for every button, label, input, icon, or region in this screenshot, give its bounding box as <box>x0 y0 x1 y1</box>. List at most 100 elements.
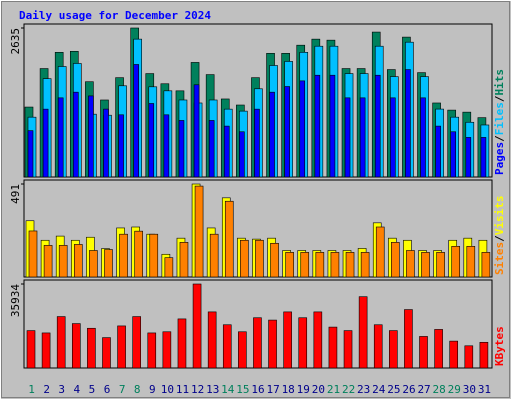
bar <box>420 97 426 178</box>
bar <box>209 233 219 278</box>
x-tick-label: 18 <box>282 383 295 396</box>
x-tick-label: 20 <box>312 383 325 396</box>
bar <box>163 114 170 178</box>
bar <box>270 242 279 278</box>
bar <box>43 245 53 278</box>
x-tick-label: 21 <box>327 383 340 396</box>
legend-entry: Visits <box>493 196 506 236</box>
x-tick-label: 23 <box>357 383 370 396</box>
bar <box>284 86 290 178</box>
bar <box>133 64 139 178</box>
x-tick-label: 14 <box>221 383 235 396</box>
x-tick-label: 31 <box>478 383 491 396</box>
legend-entry: Sites <box>493 242 506 275</box>
bar <box>192 283 202 369</box>
bar <box>269 91 275 178</box>
bar <box>358 296 368 369</box>
bar <box>41 332 51 369</box>
bar <box>104 249 113 278</box>
bar <box>134 230 143 278</box>
bar <box>255 239 264 278</box>
x-tick-label: 16 <box>251 383 264 396</box>
x-tick-label: 2 <box>43 383 50 396</box>
x-tick-label: 28 <box>433 383 446 396</box>
legend-separator: / <box>493 235 506 242</box>
bar <box>119 233 128 278</box>
x-tick-label: 11 <box>176 383 189 396</box>
bar <box>71 323 81 369</box>
y-tick-label: 35934 <box>9 284 22 317</box>
bar <box>27 130 34 178</box>
x-tick-label: 10 <box>161 383 174 396</box>
bar <box>466 246 476 278</box>
bar <box>390 97 396 178</box>
x-tick-label: 27 <box>417 383 430 396</box>
bar <box>391 242 400 278</box>
bar <box>207 311 217 369</box>
x-tick-label: 17 <box>266 383 279 396</box>
bar <box>132 316 141 369</box>
bar <box>330 252 340 278</box>
bar <box>224 200 234 278</box>
x-tick-label: 12 <box>191 383 204 396</box>
bar <box>435 125 441 178</box>
bar <box>222 324 232 369</box>
bar <box>194 185 204 278</box>
legend: KBytes <box>493 326 506 366</box>
bar <box>179 242 189 278</box>
legend-separator: / <box>493 135 506 142</box>
bar <box>147 332 157 369</box>
bar <box>239 131 245 178</box>
x-tick-label: 3 <box>58 383 65 396</box>
legend: Sites/Visits <box>493 196 506 276</box>
legend-entry: KBytes <box>493 326 506 366</box>
bar <box>434 329 443 369</box>
bar <box>283 311 292 369</box>
legend-entry: Files <box>493 102 506 135</box>
bar <box>315 252 325 278</box>
legend-entry: Hits <box>493 69 506 96</box>
chart-title: Daily usage for December 2024 <box>19 9 211 22</box>
bar <box>404 309 413 369</box>
x-tick-label: 9 <box>149 383 156 396</box>
x-tick-label: 8 <box>134 383 141 396</box>
bar <box>148 103 155 178</box>
bar <box>102 337 111 369</box>
bar <box>450 131 457 178</box>
x-tick-label: 19 <box>297 383 310 396</box>
bar <box>73 244 83 278</box>
bar <box>57 97 64 178</box>
bar <box>373 324 383 369</box>
bar <box>329 74 336 178</box>
x-tick-label: 6 <box>104 383 111 396</box>
bar <box>238 331 247 369</box>
bar <box>253 317 262 369</box>
x-tick-label: 5 <box>89 383 96 396</box>
legend: Pages/Files/Hits <box>493 69 506 175</box>
bar <box>72 91 79 178</box>
bar <box>88 95 94 178</box>
bar <box>389 330 398 369</box>
bar <box>118 114 124 178</box>
bar <box>480 137 487 178</box>
bar <box>164 257 174 278</box>
bar <box>89 250 98 278</box>
bar <box>56 316 66 369</box>
bar <box>449 340 459 369</box>
bar <box>375 226 385 278</box>
bar <box>299 80 306 178</box>
bar <box>28 230 38 278</box>
bar <box>26 330 36 369</box>
bar <box>193 84 200 178</box>
bar <box>465 137 472 178</box>
bar <box>436 252 445 278</box>
bar <box>268 319 277 369</box>
x-tick-label: 1 <box>28 383 35 396</box>
x-tick-label: 26 <box>402 383 415 396</box>
bar <box>223 125 230 178</box>
bar <box>374 74 381 178</box>
x-tick-label: 24 <box>372 383 386 396</box>
legend-entry: Pages <box>493 142 506 175</box>
